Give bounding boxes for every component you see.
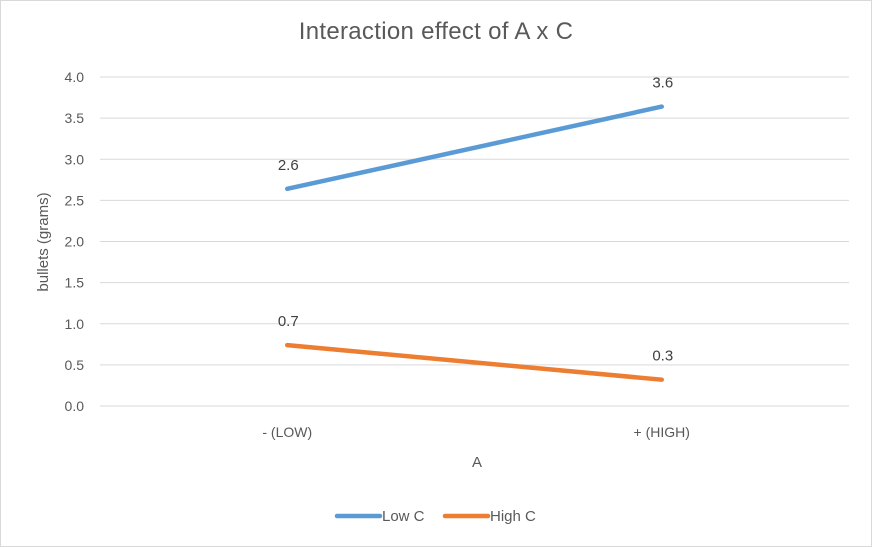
- legend-label: Low C: [382, 508, 425, 525]
- data-labels: 2.6 3.6 0.7 0.3: [278, 75, 673, 365]
- data-label: 0.7: [278, 313, 299, 330]
- x-axis-ticks: - (LOW) + (HIGH): [262, 424, 690, 440]
- y-axis-label: bullets (grams): [35, 192, 52, 291]
- data-label: 3.6: [652, 75, 673, 92]
- y-tick-label: 0.0: [65, 398, 85, 414]
- y-tick-label: 3.5: [65, 110, 85, 126]
- y-tick-label: 3.0: [65, 151, 85, 167]
- gridlines: [100, 76, 849, 407]
- legend: Low C High C: [334, 508, 536, 525]
- legend-item-high-c: High C: [442, 508, 536, 525]
- legend-item-low-c: Low C: [334, 508, 425, 525]
- x-tick-label: - (LOW): [262, 424, 312, 440]
- y-tick-label: 2.0: [65, 234, 85, 250]
- y-tick-label: 4.0: [65, 69, 85, 85]
- data-label: 0.3: [652, 348, 673, 365]
- series-line-high-c: [285, 342, 664, 382]
- legend-label: High C: [490, 508, 536, 525]
- y-tick-label: 2.5: [65, 192, 85, 208]
- x-tick-label: + (HIGH): [634, 424, 690, 440]
- y-tick-label: 1.0: [65, 316, 85, 332]
- y-axis-ticks: 0.0 0.5 1.0 1.5 2.0 2.5 3.0 3.5 4.0: [65, 69, 85, 414]
- y-tick-label: 0.5: [65, 357, 85, 373]
- data-label: 2.6: [278, 157, 299, 174]
- series-line-low-c: [285, 104, 664, 192]
- x-axis-label: A: [472, 454, 482, 471]
- series-lines: [285, 104, 664, 382]
- chart-title: Interaction effect of A x C: [298, 18, 574, 45]
- y-tick-label: 1.5: [65, 275, 85, 291]
